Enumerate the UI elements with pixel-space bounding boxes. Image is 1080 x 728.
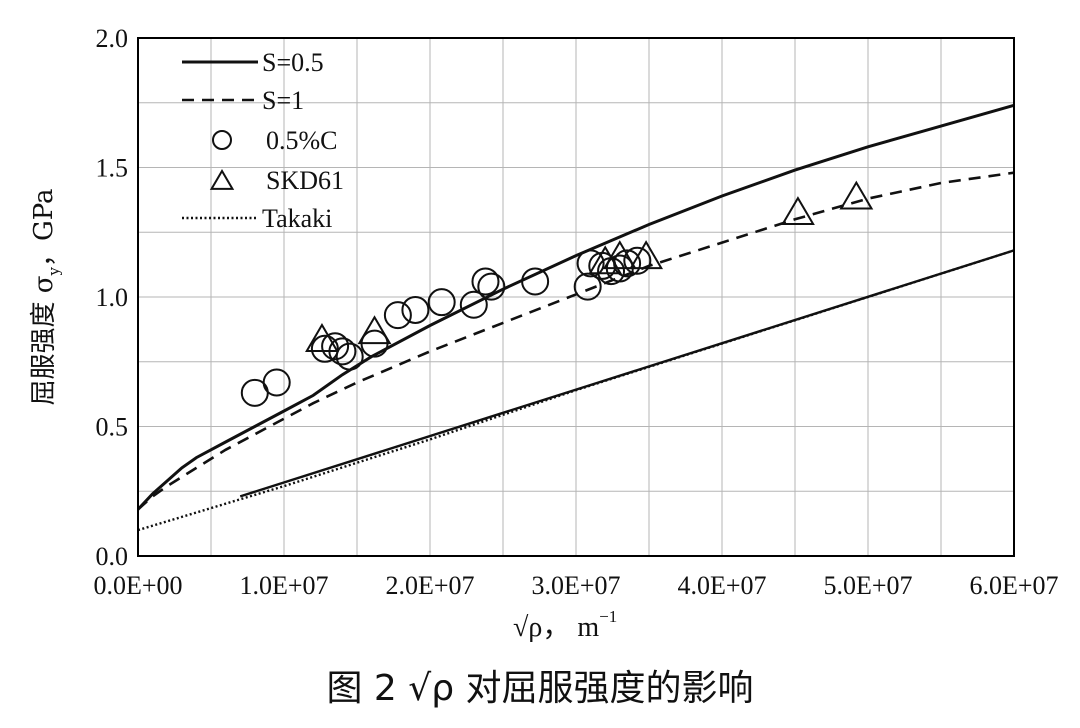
- legend-label: SKD61: [266, 166, 344, 195]
- x-tick-label: 1.0E+07: [239, 571, 328, 600]
- y-tick-label: 0.5: [96, 413, 129, 442]
- data-point-circle: [427, 288, 456, 317]
- data-point-triangle: [629, 240, 664, 270]
- data-point-triangle: [357, 315, 392, 345]
- data-point-circle: [521, 267, 550, 296]
- x-tick-label: 2.0E+07: [385, 571, 474, 600]
- data-point-circle: [383, 301, 412, 330]
- x-axis-label-superscript: −1: [599, 607, 617, 626]
- x-tick-label: 6.0E+07: [969, 571, 1058, 600]
- x-axis-label: √ρ， m−1: [513, 607, 617, 643]
- data-markers: [240, 180, 874, 407]
- data-point-triangle: [588, 245, 623, 275]
- y-axis-label: 屈服强度 σy，GPa: [29, 188, 63, 405]
- y-axis-label-unit: ，GPa: [29, 188, 59, 267]
- legend-swatch-triangle: [209, 169, 235, 190]
- y-tick-label: 2.0: [96, 24, 129, 53]
- plot-frame: [137, 37, 1015, 557]
- data-point-circle: [573, 272, 602, 301]
- data-point-triangle: [839, 180, 874, 210]
- data-point-circle: [262, 368, 291, 397]
- series-line-lower-bound: [239, 249, 1015, 498]
- tick-labels: 0.0E+00 1.0E+07 2.0E+07 3.0E+07 4.0E+07 5.0E+…: [93, 24, 1058, 600]
- legend-label: 0.5%C: [266, 126, 338, 155]
- data-point-triangle: [305, 323, 339, 352]
- data-point-circle: [477, 272, 506, 301]
- data-point-triangle: [780, 196, 815, 226]
- series-line-s-1: [137, 171, 1015, 511]
- x-tick-label: 0.0E+00: [93, 571, 182, 600]
- legend-label: S=1: [262, 86, 304, 115]
- legend-label: S=0.5: [262, 48, 324, 77]
- grid: [138, 38, 1014, 556]
- data-point-triangle: [602, 240, 637, 270]
- legend-label: Takaki: [262, 204, 332, 233]
- axis-labels: √ρ， m−1 屈服强度 σy，GPa 图 2 √ρ 对屈服强度的影响: [29, 188, 754, 709]
- data-point-circle: [471, 267, 500, 296]
- legend: S=0.5 S=1 0.5%C SKD61 Takaki: [182, 48, 344, 233]
- figure-caption: 图 2 √ρ 对屈服强度的影响: [326, 668, 753, 709]
- y-axis-label-main: 屈服强度 σ: [29, 276, 59, 406]
- series-lines: [136, 103, 1015, 532]
- y-tick-label: 0.0: [96, 542, 129, 571]
- y-axis-label-subscript: y: [45, 267, 63, 277]
- data-point-circle: [623, 246, 652, 275]
- data-point-circle: [401, 295, 430, 324]
- data-point-circle: [321, 332, 350, 361]
- legend-swatch-circle: [212, 130, 232, 150]
- x-tick-label: 4.0E+07: [677, 571, 766, 600]
- y-tick-label: 1.5: [96, 154, 129, 183]
- y-tick-label: 1.0: [96, 283, 129, 312]
- data-point-circle: [459, 290, 488, 319]
- x-tick-label: 5.0E+07: [823, 571, 912, 600]
- x-tick-label: 3.0E+07: [531, 571, 620, 600]
- series-line-s-0-5: [136, 103, 1015, 511]
- data-point-circle: [335, 342, 364, 371]
- data-point-circle: [310, 334, 339, 363]
- data-point-circle: [576, 249, 605, 278]
